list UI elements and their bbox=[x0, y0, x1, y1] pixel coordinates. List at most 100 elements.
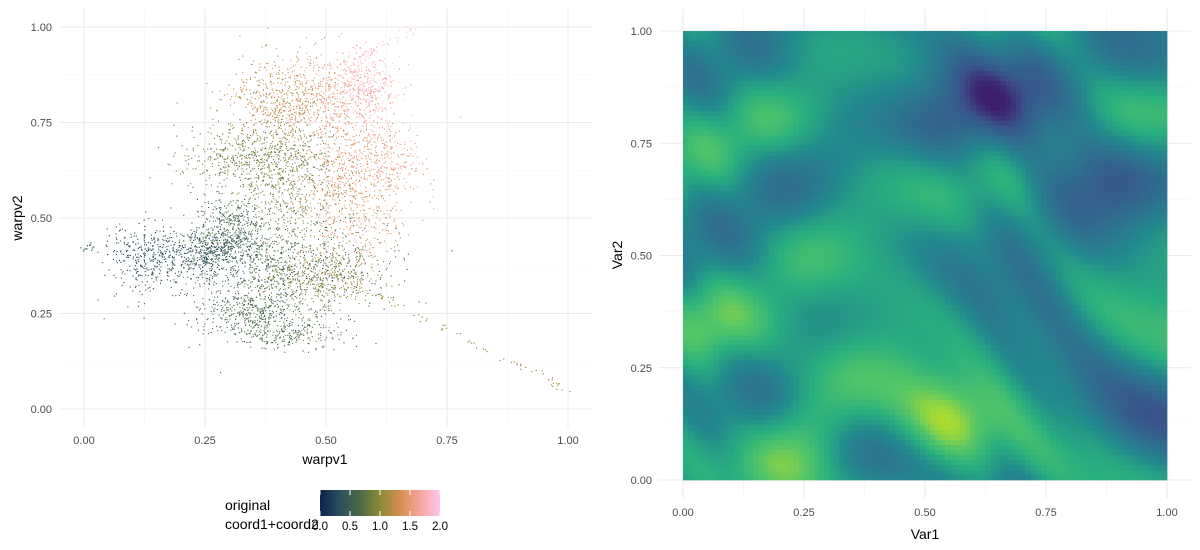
scatter-point bbox=[410, 84, 412, 86]
scatter-point bbox=[258, 121, 260, 123]
scatter-point bbox=[218, 255, 220, 257]
scatter-point bbox=[274, 161, 276, 163]
scatter-point bbox=[216, 135, 218, 137]
scatter-point bbox=[160, 282, 162, 284]
scatter-point bbox=[336, 52, 338, 54]
scatter-point bbox=[312, 258, 314, 260]
scatter-point bbox=[346, 226, 348, 228]
scatter-point bbox=[191, 222, 193, 224]
scatter-point bbox=[250, 272, 252, 274]
scatter-point bbox=[360, 282, 362, 284]
scatter-point bbox=[264, 154, 266, 156]
scatter-point bbox=[301, 209, 303, 211]
scatter-point bbox=[382, 87, 384, 89]
scatter-point bbox=[224, 253, 226, 255]
scatter-point bbox=[286, 162, 288, 164]
scatter-point bbox=[254, 243, 256, 245]
scatter-point bbox=[246, 168, 248, 170]
scatter-point bbox=[349, 217, 351, 219]
scatter-point bbox=[216, 266, 218, 268]
scatter-point bbox=[212, 228, 214, 230]
scatter-point bbox=[227, 239, 229, 241]
scatter-point bbox=[342, 255, 344, 257]
scatter-point bbox=[296, 126, 298, 128]
scatter-point bbox=[223, 94, 225, 96]
scatter-point bbox=[165, 252, 167, 254]
scatter-point bbox=[249, 233, 251, 235]
scatter-point bbox=[356, 105, 358, 107]
scatter-point bbox=[116, 238, 118, 240]
scatter-point bbox=[237, 207, 239, 209]
scatter-point bbox=[369, 242, 371, 244]
scatter-point bbox=[322, 235, 324, 237]
scatter-point bbox=[270, 315, 272, 317]
scatter-point bbox=[144, 271, 146, 273]
scatter-point bbox=[129, 286, 131, 288]
scatter-point bbox=[255, 111, 257, 113]
scatter-point bbox=[294, 89, 296, 91]
scatter-point bbox=[284, 133, 286, 135]
scatter-point bbox=[315, 120, 317, 122]
scatter-point bbox=[330, 184, 332, 186]
scatter-point bbox=[343, 60, 345, 62]
scatter-point bbox=[348, 261, 350, 263]
scatter-point bbox=[288, 269, 290, 271]
scatter-point bbox=[272, 269, 274, 271]
scatter-point bbox=[220, 168, 222, 170]
scatter-point bbox=[237, 284, 239, 286]
scatter-point bbox=[321, 271, 323, 273]
scatter-point bbox=[254, 140, 256, 142]
scatter-point bbox=[272, 258, 274, 260]
scatter-point bbox=[356, 286, 358, 288]
scatter-point bbox=[319, 179, 321, 181]
scatter-point bbox=[226, 302, 228, 304]
scatter-point bbox=[215, 275, 217, 277]
scatter-point bbox=[391, 123, 393, 125]
scatter-point bbox=[303, 112, 305, 114]
scatter-point bbox=[280, 82, 282, 84]
scatter-point bbox=[232, 274, 234, 276]
scatter-point bbox=[140, 248, 142, 250]
scatter-point bbox=[246, 162, 248, 164]
scatter-point bbox=[345, 252, 347, 254]
scatter-point bbox=[313, 82, 315, 84]
scatter-point bbox=[282, 246, 284, 248]
scatter-point bbox=[376, 174, 378, 176]
scatter-point bbox=[323, 207, 325, 209]
scatter-point bbox=[271, 177, 273, 179]
scatter-point bbox=[393, 190, 395, 192]
scatter-point bbox=[159, 262, 161, 264]
scatter-point bbox=[257, 186, 259, 188]
scatter-point bbox=[165, 239, 167, 241]
scatter-point bbox=[210, 156, 212, 158]
scatter-point bbox=[255, 216, 257, 218]
scatter-point bbox=[290, 246, 292, 248]
scatter-point bbox=[338, 106, 340, 108]
scatter-point bbox=[327, 169, 329, 171]
scatter-point bbox=[276, 148, 278, 150]
scatter-point bbox=[298, 279, 300, 281]
scatter-point bbox=[221, 186, 223, 188]
scatter-point bbox=[246, 309, 248, 311]
scatter-point bbox=[304, 158, 306, 160]
scatter-point bbox=[280, 168, 282, 170]
scatter-point bbox=[268, 152, 270, 154]
scatter-point bbox=[272, 187, 274, 189]
scatter-point bbox=[247, 241, 249, 243]
scatter-point bbox=[268, 166, 270, 168]
scatter-point bbox=[294, 199, 296, 201]
scatter-point bbox=[284, 302, 286, 304]
scatter-point bbox=[264, 207, 266, 209]
scatter-point bbox=[230, 234, 232, 236]
scatter-point bbox=[268, 156, 270, 158]
scatter-point bbox=[333, 249, 335, 251]
scatter-point bbox=[248, 233, 250, 235]
scatter-point bbox=[291, 130, 293, 132]
scatter-point bbox=[260, 158, 262, 160]
scatter-point bbox=[233, 268, 235, 270]
scatter-point bbox=[224, 253, 226, 255]
scatter-point bbox=[277, 259, 279, 261]
scatter-point bbox=[204, 253, 206, 255]
scatter-point bbox=[153, 238, 155, 240]
